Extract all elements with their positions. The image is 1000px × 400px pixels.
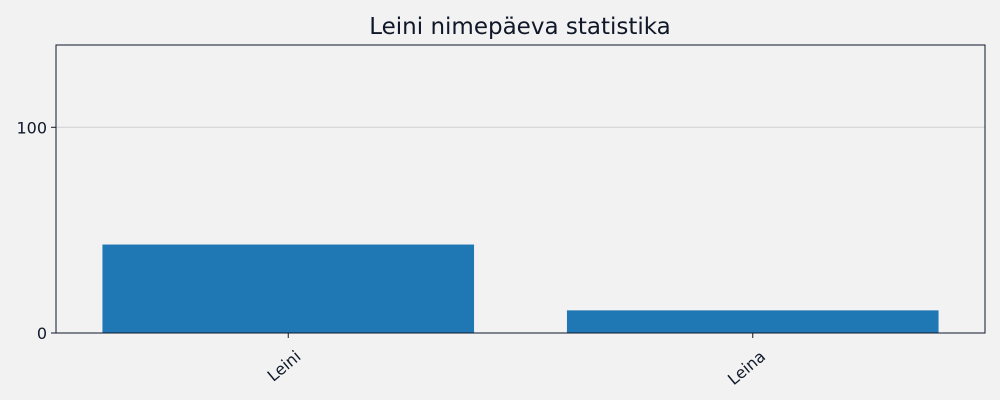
x-axis: Leini Leina	[264, 333, 769, 389]
y-axis: 0 100	[16, 118, 56, 343]
chart-title: Leini nimepäeva statistika	[369, 14, 671, 40]
y-tick-label: 0	[37, 324, 47, 343]
x-tick-label: Leini	[264, 347, 305, 386]
bar-leina	[566, 310, 939, 333]
bar-leini	[102, 244, 475, 333]
y-tick-label: 100	[16, 118, 47, 137]
plot-frame	[55, 44, 986, 334]
x-tick-label: Leina	[724, 347, 769, 389]
bars	[102, 244, 939, 333]
